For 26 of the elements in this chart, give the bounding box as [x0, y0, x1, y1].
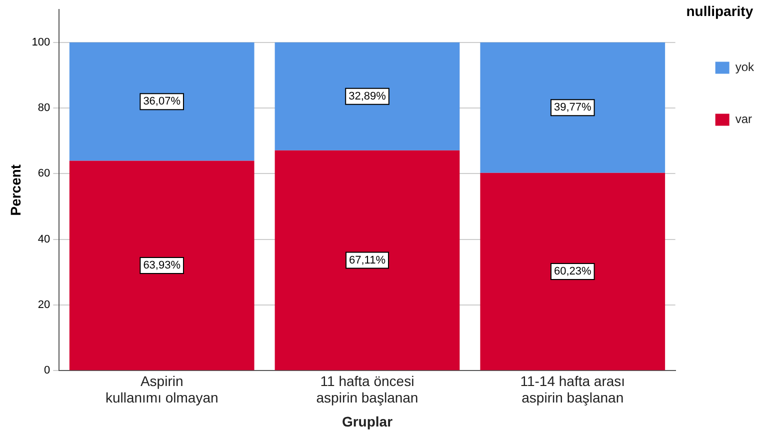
legend-label: yok — [735, 60, 755, 74]
bar — [480, 42, 666, 173]
y-tick-label: 100 — [32, 36, 50, 48]
y-tick-label: 0 — [44, 364, 50, 377]
y-axis-title: Percent — [7, 164, 24, 216]
data-label: 32,89% — [348, 90, 386, 102]
bar — [69, 160, 254, 370]
y-tick-label: 20 — [38, 298, 50, 311]
y-tick-label: 80 — [38, 102, 50, 114]
bar — [274, 150, 460, 370]
data-label: 60,23% — [554, 266, 592, 278]
legend-title: nulliparity — [686, 2, 754, 19]
x-axis-title: Gruplar — [342, 413, 394, 430]
data-label: 36,07% — [143, 96, 181, 108]
bar — [480, 172, 666, 370]
data-label: 39,77% — [554, 102, 592, 114]
y-tick-label: 60 — [38, 168, 50, 180]
x-tick-label: Aspirin kullanımı olmayan — [105, 372, 218, 406]
bar — [69, 42, 254, 161]
legend-label: var — [735, 112, 752, 126]
x-tick-label: 11-14 hafta arası aspirin başlanan — [520, 372, 626, 406]
bar — [274, 42, 460, 150]
data-label: 67,11% — [348, 254, 386, 266]
data-label: 63,93% — [143, 259, 181, 272]
y-tick-label: 40 — [38, 233, 50, 246]
x-tick-label: 11 hafta öncesi aspirin başlanan — [316, 372, 418, 406]
